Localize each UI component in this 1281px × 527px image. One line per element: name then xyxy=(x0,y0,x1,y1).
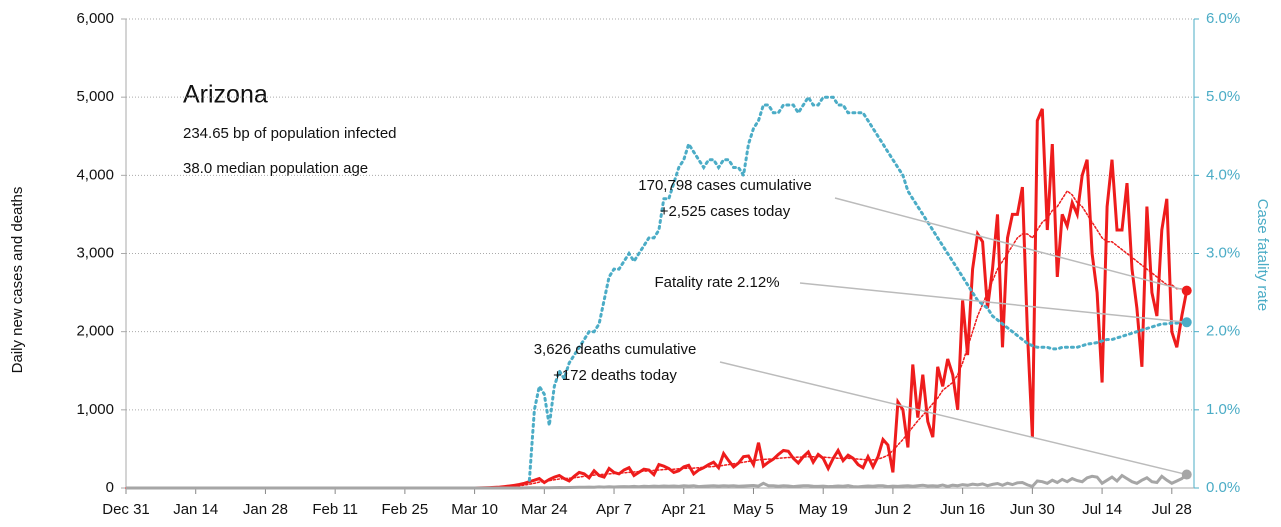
leader-line xyxy=(799,282,1187,324)
y-tick-label: 2,000 xyxy=(76,323,114,340)
y2-axis-label: Case fatality rate xyxy=(1254,199,1271,312)
annotation: +2,525 cases today xyxy=(660,203,791,220)
x-tick-label: Jul 28 xyxy=(1152,501,1192,518)
annotation: Fatality rate 2.12% xyxy=(654,274,779,291)
x-tick-label: May 5 xyxy=(733,501,774,518)
x-tick-label: Jun 16 xyxy=(940,501,985,518)
y-tick-label: 4,000 xyxy=(76,166,114,183)
x-tick-label: Dec 31 xyxy=(102,501,150,518)
y2-tick-label: 5.0% xyxy=(1206,88,1240,105)
y-tick-label: 1,000 xyxy=(76,401,114,418)
y2-tick-label: 2.0% xyxy=(1206,323,1240,340)
y-tick-label: 5,000 xyxy=(76,88,114,105)
subtitle: 38.0 median population age xyxy=(183,160,368,177)
x-tick-label: Mar 10 xyxy=(451,501,498,518)
x-tick-label: Feb 11 xyxy=(312,501,358,518)
series-line xyxy=(126,473,1188,490)
y2-tick-label: 6.0% xyxy=(1206,10,1240,27)
x-tick-label: Jan 14 xyxy=(173,501,218,518)
x-tick-label: May 19 xyxy=(799,501,848,518)
annotation: 3,626 deaths cumulative xyxy=(534,341,697,358)
series-line xyxy=(527,94,1189,482)
end-marker xyxy=(1181,285,1192,296)
y-tick-label: 3,000 xyxy=(76,244,114,261)
x-tick-label: Jan 28 xyxy=(243,501,288,518)
leader-line xyxy=(719,361,1187,476)
annotation: +172 deaths today xyxy=(553,367,677,384)
y-tick-label: 6,000 xyxy=(76,10,114,27)
end-marker xyxy=(1181,469,1192,480)
leader-line xyxy=(834,197,1187,292)
y2-tick-label: 0.0% xyxy=(1206,479,1240,496)
end-marker xyxy=(1181,317,1192,328)
subtitle: 234.65 bp of population infected xyxy=(183,125,397,142)
x-tick-label: Apr 21 xyxy=(662,501,706,518)
x-tick-label: Feb 25 xyxy=(382,501,429,518)
y2-tick-label: 3.0% xyxy=(1206,244,1240,261)
x-tick-label: Mar 24 xyxy=(521,501,568,518)
x-tick-label: Jul 14 xyxy=(1082,501,1122,518)
y-tick-label: 0 xyxy=(106,479,114,496)
y-axis-label: Daily new cases and deaths xyxy=(9,187,26,374)
chart-title: Arizona xyxy=(183,81,268,109)
y2-tick-label: 1.0% xyxy=(1206,401,1240,418)
y2-tick-label: 4.0% xyxy=(1206,166,1240,183)
x-tick-label: Jun 30 xyxy=(1010,501,1055,518)
annotation: 170,798 cases cumulative xyxy=(638,177,811,194)
x-tick-label: Apr 7 xyxy=(596,501,632,518)
x-tick-label: Jun 2 xyxy=(875,501,912,518)
